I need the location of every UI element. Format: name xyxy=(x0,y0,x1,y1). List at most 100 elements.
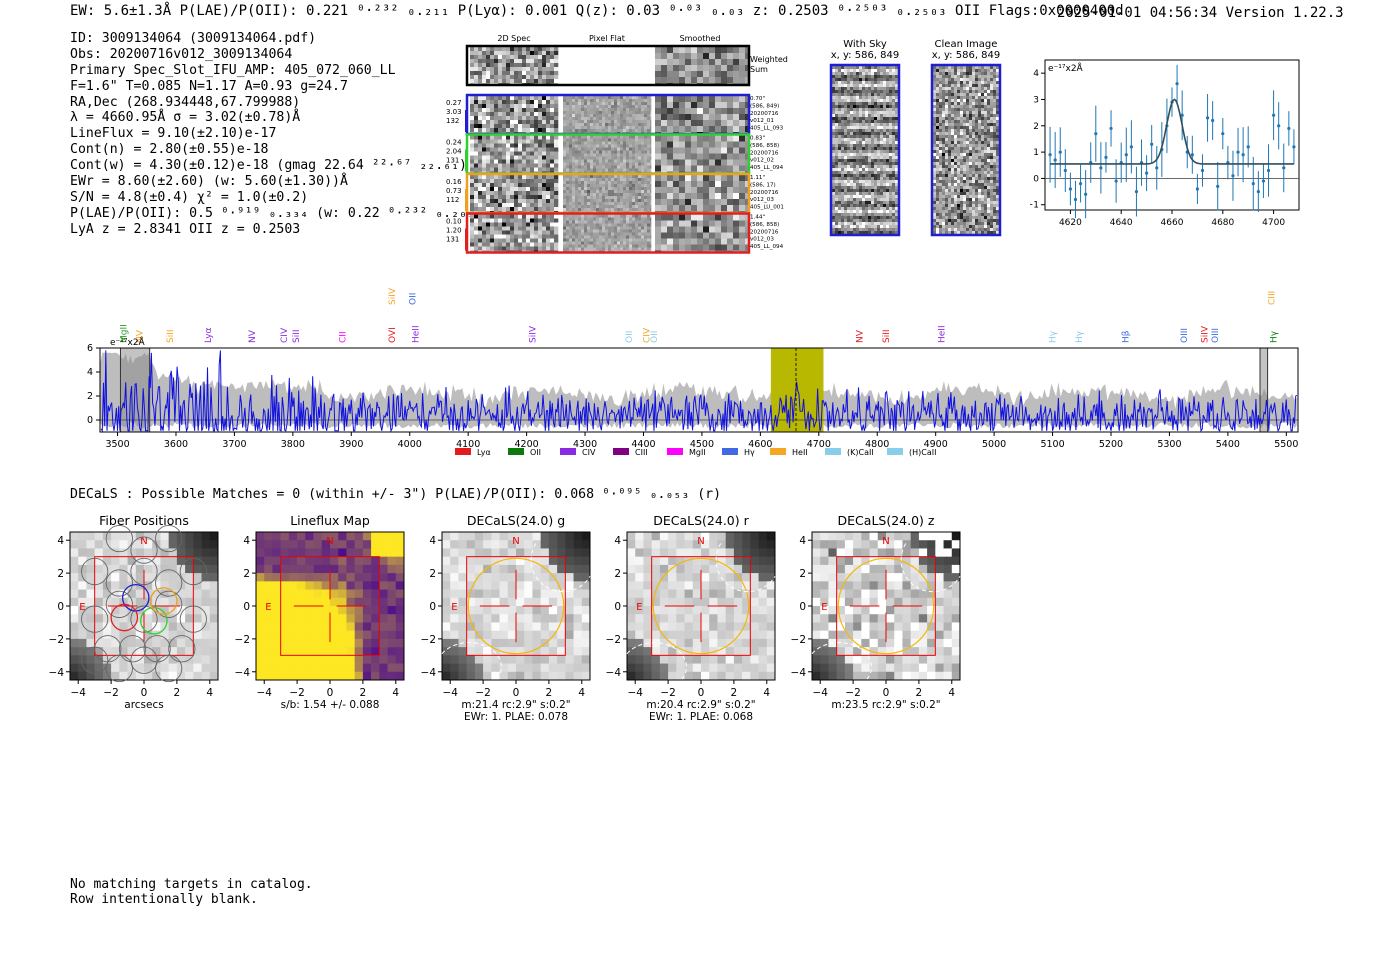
spectral-line-label: HeII xyxy=(412,325,422,343)
imaging-panel: Lineflux Map N E 4 2 0 −2 −4 −4 −2 0 2 4 s/b: 1.54 +/… xyxy=(235,513,405,711)
spectrum-xtick-label: 4400 xyxy=(631,439,655,450)
fiber-row-info: (586, 17) xyxy=(750,182,776,188)
north-marker: N xyxy=(697,536,704,547)
legend-label: (H)CaII xyxy=(909,448,936,457)
spectral-line-label: Lyα xyxy=(204,327,214,343)
panel-ytick-label: −4 xyxy=(49,667,65,679)
fit-point xyxy=(1078,182,1083,186)
fiber-row-info: (586, 849) xyxy=(750,103,779,109)
with-sky-title: With Sky xyxy=(843,39,887,50)
spectral-line-label: MgII xyxy=(119,324,129,343)
fiber-smoothed xyxy=(655,214,749,252)
panel-xtick-label: −4 xyxy=(442,687,458,699)
panel-ytick-label: −4 xyxy=(791,667,807,679)
panel-caption: m:23.5 rc:2.9" s:0.2" xyxy=(831,699,940,711)
north-marker: N xyxy=(326,536,333,547)
fiber-row-stat: 0.10 xyxy=(446,218,462,226)
with-sky-image xyxy=(832,66,899,235)
info-primary-spec: Primary Spec_Slot_IFU_AMP: 405_072_060_L… xyxy=(70,62,396,78)
info-cont-n: Cont(n) = 2.80(±0.55)e-18 xyxy=(70,142,269,158)
panel-xtick-label: −2 xyxy=(475,687,490,699)
north-marker: N xyxy=(140,536,147,547)
match-radius-circle xyxy=(467,557,565,655)
fit-point xyxy=(1205,116,1210,120)
panel-ytick-label: 0 xyxy=(429,601,436,613)
east-marker: E xyxy=(265,602,271,613)
panel-xtick-label: 2 xyxy=(916,687,923,699)
spectral-line-label: CIII xyxy=(1268,291,1278,305)
fit-point xyxy=(1256,189,1260,194)
fiber-2d-spec xyxy=(470,214,559,252)
panel-xtick-label: −2 xyxy=(289,687,304,699)
fiber-row-stat: 0.27 xyxy=(446,99,462,107)
fit-point xyxy=(1150,142,1154,146)
fiber-row-info: 1.11" xyxy=(750,175,765,181)
spectrum-xtick-label: 4500 xyxy=(690,439,714,450)
panel-image xyxy=(812,532,961,681)
fiber-circle xyxy=(130,605,158,633)
imaging-panel: DECaLS(24.0) g N E 4 2 0 −2 −4 −4 −2 0 2 4 m:21.4 rc:… xyxy=(421,513,591,723)
spectrum-xtick-label: 3800 xyxy=(281,439,305,450)
spectrum-xtick-label: 4100 xyxy=(456,439,480,450)
panel-xtick-label: 4 xyxy=(206,687,213,699)
panel-ytick-label: 0 xyxy=(799,601,806,613)
spectral-line-label: SiII xyxy=(882,329,892,343)
spectral-line-label: NV xyxy=(856,329,866,343)
fit-point xyxy=(1104,155,1108,159)
panel-ytick-label: −2 xyxy=(49,634,64,646)
fiber-circle xyxy=(105,590,133,618)
panel-ytick-label: −2 xyxy=(421,634,436,646)
fit-point xyxy=(1134,189,1139,194)
fiber-smoothed xyxy=(655,135,749,173)
panel-xtick-label: −4 xyxy=(256,687,272,699)
spectrum-frame xyxy=(99,347,1299,433)
spectral-line-label: SiII xyxy=(292,329,302,343)
weighted-sum-2d xyxy=(470,47,559,85)
spectrum-xtick-label: 3600 xyxy=(164,439,188,450)
fiber-row-stat: 2.04 xyxy=(446,148,462,156)
fiber-pixel-flat xyxy=(563,214,652,252)
panel-xtick-label: 4 xyxy=(392,687,399,699)
legend-label: (K)CaII xyxy=(847,448,874,457)
fiber-row-info: 20200716 xyxy=(750,111,779,117)
fiber-row-info: 20200716 xyxy=(750,190,779,196)
fiber-circle xyxy=(155,654,183,683)
fit-point xyxy=(1241,153,1245,157)
panel-xtick-label: 2 xyxy=(546,687,553,699)
panel-image xyxy=(256,532,405,681)
footer-notes: No matching targets in catalog. Row inte… xyxy=(70,877,313,907)
panel-xtick-label: 4 xyxy=(948,687,955,699)
panel-caption: m:21.4 rc:2.9" s:0.2" xyxy=(461,699,570,711)
spectrum-xtick-label: 4300 xyxy=(573,439,597,450)
fiber-2d-spec xyxy=(470,96,559,134)
spectrum-ytick-label: 0 xyxy=(87,415,93,426)
fit-point xyxy=(1099,166,1103,170)
panel-title: DECaLS(24.0) g xyxy=(467,513,565,528)
fiber-circle xyxy=(130,646,158,674)
fiber-row-marker xyxy=(465,189,468,211)
spectrum-xtick-label: 5000 xyxy=(982,439,1006,450)
fiber-2d-spec xyxy=(470,175,559,213)
fiber-row-info: 405_LU_001 xyxy=(750,205,784,211)
weighted-sum-flat xyxy=(563,47,651,84)
info-sn-chi2: S/N = 4.8(±0.4) χ² = 1.0(±0.2) xyxy=(70,189,309,205)
fit-point xyxy=(1175,82,1179,86)
legend-swatch xyxy=(887,448,903,455)
fiber-circle xyxy=(105,654,133,683)
fiber-row-info: v012_02 xyxy=(750,158,774,164)
fit-model-curve xyxy=(1050,98,1294,165)
fiber-smoothed xyxy=(655,96,749,134)
fit-xtick-label: 4700 xyxy=(1262,218,1285,228)
fit-point xyxy=(1236,150,1240,154)
fit-point xyxy=(1053,158,1057,162)
fit-ytick-label: −1 xyxy=(1030,201,1039,211)
fit-xtick-label: 4620 xyxy=(1059,218,1082,228)
fiber-row-stat: 1.20 xyxy=(446,227,462,235)
fit-plot-unit: e⁻¹⁷x2Å xyxy=(1048,62,1084,74)
fit-point xyxy=(1073,197,1078,202)
spectrum-ytick-label: 2 xyxy=(87,391,93,402)
fiber-row-info: v012_03 xyxy=(750,197,774,203)
decals-summary: DECaLS : Possible Matches = 0 (within +/… xyxy=(70,487,722,502)
panel-ytick-label: 0 xyxy=(614,601,621,613)
detection-info: ID: 3009134064 (3009134064.pdf) Obs: 202… xyxy=(70,31,483,238)
